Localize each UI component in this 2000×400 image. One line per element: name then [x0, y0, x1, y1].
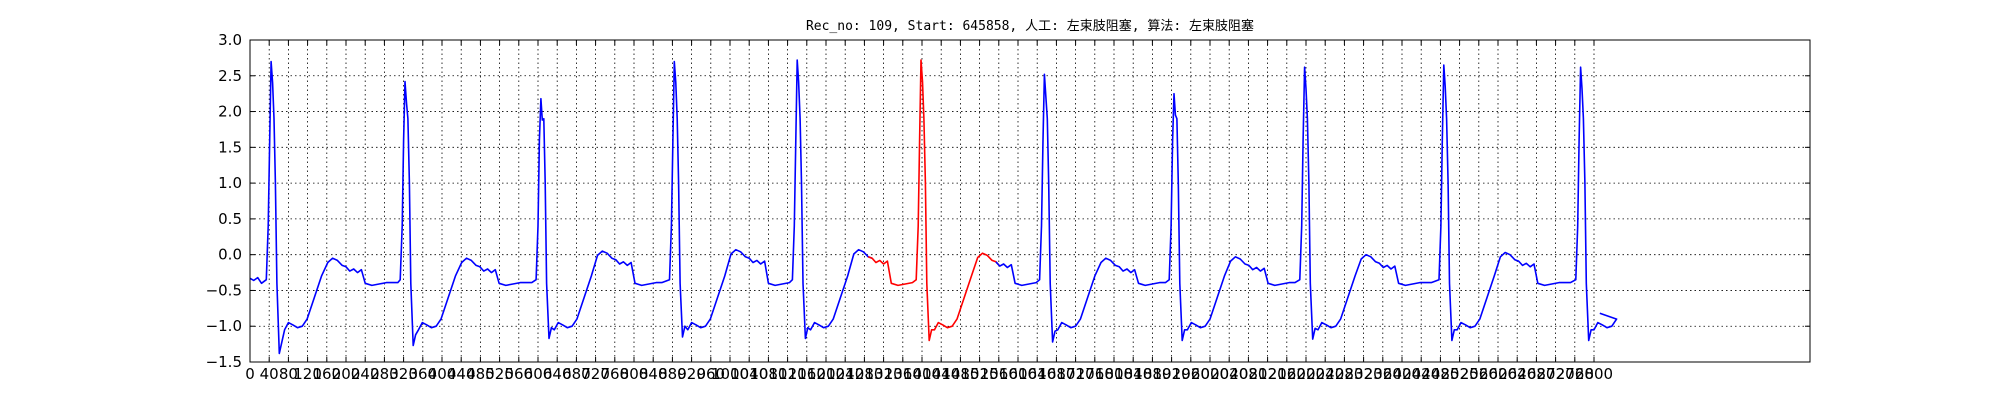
x-tick-label: 1200	[807, 365, 845, 383]
x-tick-label: 560	[504, 365, 533, 383]
x-tick-label: 2760	[1556, 365, 1594, 383]
x-tick-label: 1760	[1076, 365, 1114, 383]
x-tick-label: 960	[696, 365, 725, 383]
x-tick-label: 680	[562, 365, 591, 383]
x-tick-label: 1320	[865, 365, 903, 383]
x-tick-label: 240	[351, 365, 380, 383]
x-tick-label: 2400	[1383, 365, 1421, 383]
x-tick-label: 2240	[1306, 365, 1344, 383]
x-tick-label: 2200	[1287, 365, 1325, 383]
x-tick-label: 200	[332, 365, 361, 383]
y-tick-label: 3.0	[218, 31, 242, 49]
x-tick-label: 1440	[922, 365, 960, 383]
x-tick-label: 2120	[1249, 365, 1287, 383]
x-tick-label: 2360	[1364, 365, 1402, 383]
y-tick-label: −1.5	[206, 353, 242, 371]
x-tick-label: 120	[293, 365, 322, 383]
y-tick-label: 0.0	[218, 246, 242, 264]
x-tick-label: 1080	[749, 365, 787, 383]
x-tick-label: 2480	[1421, 365, 1459, 383]
x-tick-label: 1000	[711, 365, 749, 383]
y-tick-label: 1.0	[218, 174, 242, 192]
x-tick-label: 2440	[1402, 365, 1440, 383]
x-tick-label: 800	[620, 365, 649, 383]
x-tick-label: 2680	[1517, 365, 1555, 383]
x-tick-label: 1960	[1172, 365, 1210, 383]
x-tick-label: 920	[677, 365, 706, 383]
x-tick-label: 400	[428, 365, 457, 383]
x-tick-label: 360	[408, 365, 437, 383]
x-tick-label: 1640	[1018, 365, 1056, 383]
x-tick-label: 2640	[1498, 365, 1536, 383]
ecg-series-after	[995, 64, 1618, 343]
x-tick-label: 1560	[980, 365, 1018, 383]
x-tick-label: 2160	[1268, 365, 1306, 383]
x-tick-label: 1240	[826, 365, 864, 383]
plot-frame	[249, 39, 1811, 363]
y-tick-label: 1.5	[218, 138, 242, 156]
x-tick-label: 1880	[1133, 365, 1171, 383]
x-tick-label: 2280	[1325, 365, 1363, 383]
x-tick-label: 880	[658, 365, 687, 383]
x-tick-label: 1280	[845, 365, 883, 383]
x-tick-label: 160	[312, 365, 341, 383]
x-tick-label: 1840	[1114, 365, 1152, 383]
x-tick-label: 840	[639, 365, 668, 383]
ecg-series-highlight	[867, 59, 1001, 342]
x-tick-label: 0	[245, 365, 255, 383]
x-axis: 0 40 8012016020024028032036040044048052056…	[245, 40, 1613, 383]
y-tick-label: −0.5	[206, 281, 242, 299]
x-tick-label: 520	[485, 365, 514, 383]
x-tick-label: 1520	[961, 365, 999, 383]
y-axis: −1.5 −1.0 −0.5 0.0 0.5 1.0 1.5 2.0 2.5 3.0	[206, 31, 1810, 371]
ecg-trace	[249, 59, 1618, 355]
x-tick-label: 480	[466, 365, 495, 383]
y-tick-label: 2.5	[218, 67, 242, 85]
x-tick-label: 2000	[1191, 365, 1229, 383]
x-tick-label: 2560	[1460, 365, 1498, 383]
x-tick-label: 280	[370, 365, 399, 383]
x-tick-label: 720	[581, 365, 610, 383]
x-tick-label: 40	[260, 365, 279, 383]
x-tick-label: 1040	[730, 365, 768, 383]
ecg-series-before	[249, 59, 873, 355]
x-tick-label: 1600	[999, 365, 1037, 383]
chart-title: Rec_no: 109, Start: 645858, 人工: 左束肢阻塞, 算…	[806, 18, 1254, 34]
y-tick-label: 0.5	[218, 210, 242, 228]
grid-lines	[250, 40, 1810, 362]
y-tick-label: 2.0	[218, 103, 242, 121]
x-tick-label: 80	[279, 365, 298, 383]
x-tick-label: 600	[524, 365, 553, 383]
x-tick-label: 1360	[884, 365, 922, 383]
x-tick-label: 1480	[941, 365, 979, 383]
x-tick-label: 2800	[1575, 365, 1613, 383]
x-tick-label: 2720	[1537, 365, 1575, 383]
x-tick-label: 1120	[769, 365, 807, 383]
x-tick-label: 2520	[1441, 365, 1479, 383]
x-tick-label: 2320	[1345, 365, 1383, 383]
x-tick-label: 320	[389, 365, 418, 383]
x-tick-label: 1400	[903, 365, 941, 383]
x-tick-label: 2600	[1479, 365, 1517, 383]
x-tick-label: 440	[447, 365, 476, 383]
x-tick-label: 1720	[1057, 365, 1095, 383]
x-tick-label: 640	[543, 365, 572, 383]
y-tick-label: −1.0	[206, 317, 242, 335]
x-tick-label: 2040	[1210, 365, 1248, 383]
x-tick-label: 2080	[1229, 365, 1267, 383]
x-tick-label: 760	[600, 365, 629, 383]
x-tick-label: 1920	[1153, 365, 1191, 383]
x-tick-label: 1800	[1095, 365, 1133, 383]
x-tick-label: 1680	[1037, 365, 1075, 383]
x-tick-label: 1160	[788, 365, 826, 383]
